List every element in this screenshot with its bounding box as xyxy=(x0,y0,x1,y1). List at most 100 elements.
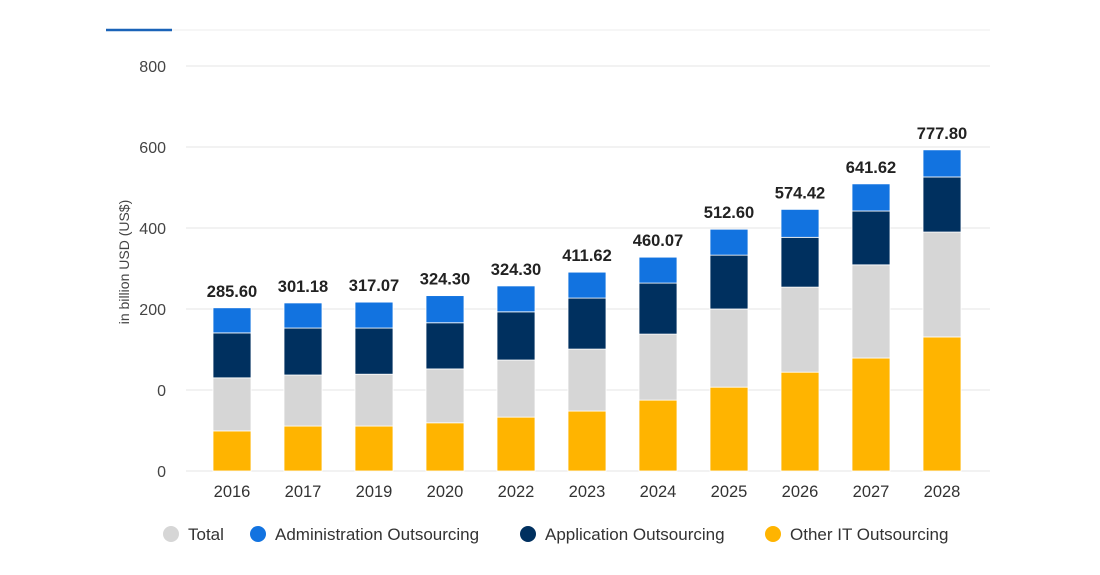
bar-segment-total[interactable] xyxy=(780,286,820,373)
x-tick-label: 2026 xyxy=(782,483,819,501)
bar-segment-other-it-outsourcing[interactable] xyxy=(851,357,891,472)
total-data-label: 641.62 xyxy=(846,159,896,177)
legend-item-administration-outsourcing[interactable]: Administration Outsourcing xyxy=(250,525,479,544)
y-tick-label: 600 xyxy=(139,140,166,157)
bar-stack-2022[interactable]: 324.30 xyxy=(491,261,541,472)
bar-stack-2025[interactable]: 512.60 xyxy=(704,204,754,472)
bar-segment-application-outsourcing[interactable] xyxy=(780,236,820,288)
bar-segment-total[interactable] xyxy=(851,264,891,359)
total-data-label: 324.30 xyxy=(420,271,470,289)
bar-segment-administration-outsourcing[interactable] xyxy=(354,301,394,329)
bar-segment-total[interactable] xyxy=(212,377,252,432)
total-data-label: 574.42 xyxy=(775,184,825,202)
y-tick-label: 400 xyxy=(139,221,166,238)
y-axis-label: in billion USD (US$) xyxy=(116,200,132,324)
legend-label: Total xyxy=(188,525,224,544)
x-tick-label: 2024 xyxy=(640,483,677,501)
x-tick-label: 2027 xyxy=(853,483,890,501)
bar-segment-total[interactable] xyxy=(354,373,394,427)
x-axis-ticks: 2016 2017 2019 2020 2022 2023 2024 2025 2026 2027… xyxy=(214,483,961,501)
bar-stack-2026[interactable]: 574.42 xyxy=(775,184,825,472)
bar-stack-2017[interactable]: 301.18 xyxy=(278,278,328,472)
bar-segment-application-outsourcing[interactable] xyxy=(283,327,323,376)
bar-segment-administration-outsourcing[interactable] xyxy=(212,307,252,334)
bar-stack-2024[interactable]: 460.07 xyxy=(633,232,683,472)
bar-segment-other-it-outsourcing[interactable] xyxy=(425,422,465,472)
x-tick-label: 2020 xyxy=(427,483,464,501)
bar-stack-2028[interactable]: 777.80 xyxy=(917,125,967,472)
total-data-label: 324.30 xyxy=(491,261,541,279)
bar-stack-2023[interactable]: 411.62 xyxy=(562,247,612,472)
bar-segment-application-outsourcing[interactable] xyxy=(425,322,465,370)
bar-segment-administration-outsourcing[interactable] xyxy=(425,295,465,324)
bar-segment-total[interactable] xyxy=(922,231,962,338)
bar-segment-total[interactable] xyxy=(709,308,749,388)
bar-segment-administration-outsourcing[interactable] xyxy=(567,271,607,299)
y-axis-ticks: 0 0 200 400 600 800 xyxy=(139,59,166,481)
y-tick-label: 200 xyxy=(139,302,166,319)
bar-segment-administration-outsourcing[interactable] xyxy=(638,256,678,284)
total-data-label: 317.07 xyxy=(349,277,399,295)
total-data-label: 512.60 xyxy=(704,204,754,222)
legend-marker-icon xyxy=(250,526,266,542)
bar-segment-total[interactable] xyxy=(283,374,323,427)
x-tick-label: 2023 xyxy=(569,483,606,501)
bar-segment-other-it-outsourcing[interactable] xyxy=(709,386,749,472)
total-data-label: 301.18 xyxy=(278,278,328,296)
x-tick-label: 2016 xyxy=(214,483,251,501)
x-tick-label: 2017 xyxy=(285,483,322,501)
legend-item-total[interactable]: Total xyxy=(163,525,224,544)
bar-segment-total[interactable] xyxy=(425,368,465,424)
legend-marker-icon xyxy=(520,526,536,542)
y-tick-label: 0 xyxy=(157,464,166,481)
bar-segment-total[interactable] xyxy=(496,359,536,418)
bar-segment-application-outsourcing[interactable] xyxy=(212,332,252,379)
bar-segment-application-outsourcing[interactable] xyxy=(496,311,536,361)
legend-label: Application Outsourcing xyxy=(545,525,725,544)
bar-stack-2019[interactable]: 317.07 xyxy=(349,277,399,472)
bar-segment-other-it-outsourcing[interactable] xyxy=(283,425,323,472)
legend-label: Other IT Outsourcing xyxy=(790,525,948,544)
bar-segment-administration-outsourcing[interactable] xyxy=(709,228,749,256)
bar-segment-other-it-outsourcing[interactable] xyxy=(638,399,678,472)
bar-segment-other-it-outsourcing[interactable] xyxy=(922,336,962,472)
bar-segment-administration-outsourcing[interactable] xyxy=(851,183,891,212)
total-data-label: 411.62 xyxy=(562,247,612,265)
bar-stack-2027[interactable]: 641.62 xyxy=(846,159,896,472)
y-tick-label: 0 xyxy=(157,383,166,400)
x-tick-label: 2028 xyxy=(924,483,961,501)
bar-segment-other-it-outsourcing[interactable] xyxy=(212,430,252,472)
bar-segment-administration-outsourcing[interactable] xyxy=(780,208,820,238)
total-data-label: 460.07 xyxy=(633,232,683,250)
bar-stack-2020[interactable]: 324.30 xyxy=(420,271,470,472)
bar-stack-2016[interactable]: 285.60 xyxy=(207,283,257,472)
bar-segment-application-outsourcing[interactable] xyxy=(354,327,394,375)
bar-segment-application-outsourcing[interactable] xyxy=(709,254,749,310)
bar-segment-application-outsourcing[interactable] xyxy=(567,297,607,350)
bars: 285.60 301.18 317.07 324.30 324.30 411.62 460.… xyxy=(207,125,967,472)
bar-segment-application-outsourcing[interactable] xyxy=(922,176,962,233)
legend-marker-icon xyxy=(163,526,179,542)
legend-item-application-outsourcing[interactable]: Application Outsourcing xyxy=(520,525,725,544)
legend: Total Administration Outsourcing Applicati… xyxy=(163,525,948,544)
y-tick-label: 800 xyxy=(139,59,166,76)
bar-segment-other-it-outsourcing[interactable] xyxy=(496,416,536,472)
bar-segment-application-outsourcing[interactable] xyxy=(851,210,891,266)
bar-segment-other-it-outsourcing[interactable] xyxy=(567,410,607,472)
total-data-label: 285.60 xyxy=(207,283,257,301)
legend-item-other-it-outsourcing[interactable]: Other IT Outsourcing xyxy=(765,525,948,544)
bar-segment-administration-outsourcing[interactable] xyxy=(496,285,536,313)
bar-segment-application-outsourcing[interactable] xyxy=(638,282,678,335)
x-tick-label: 2022 xyxy=(498,483,535,501)
x-tick-label: 2025 xyxy=(711,483,748,501)
bar-segment-other-it-outsourcing[interactable] xyxy=(354,425,394,472)
legend-marker-icon xyxy=(765,526,781,542)
bar-segment-total[interactable] xyxy=(567,348,607,412)
bar-segment-administration-outsourcing[interactable] xyxy=(283,302,323,329)
bar-segment-administration-outsourcing[interactable] xyxy=(922,149,962,178)
x-tick-label: 2019 xyxy=(356,483,393,501)
bar-segment-total[interactable] xyxy=(638,333,678,401)
total-data-label: 777.80 xyxy=(917,125,967,143)
bar-segment-other-it-outsourcing[interactable] xyxy=(780,371,820,472)
